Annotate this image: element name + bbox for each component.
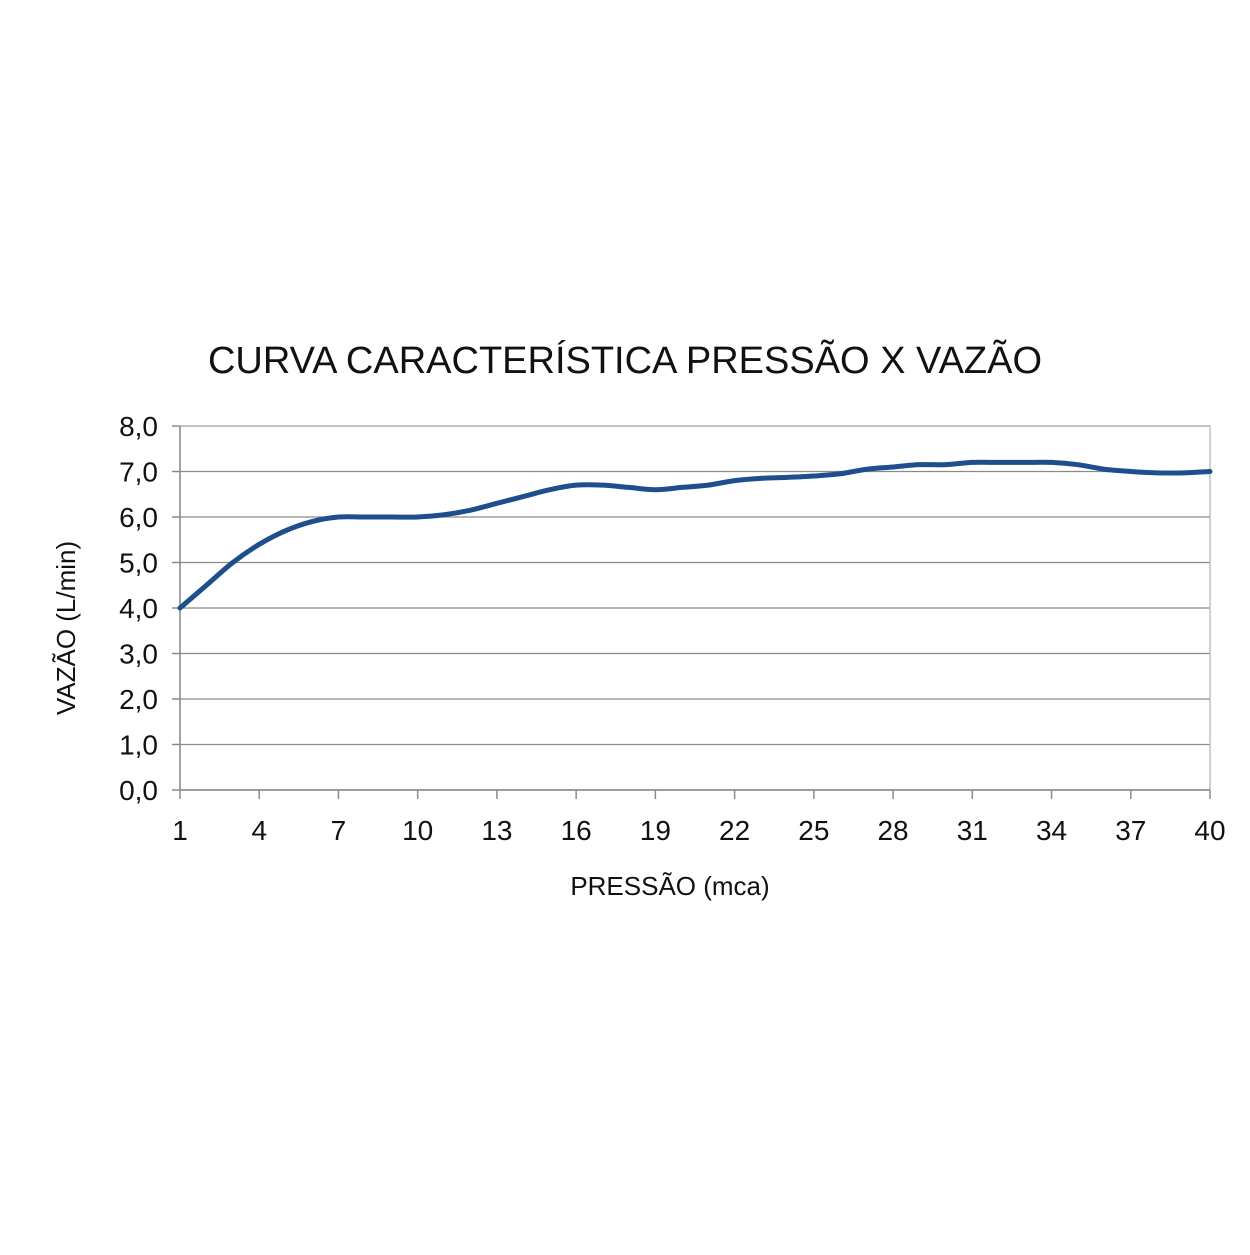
y-tick-label-8: 8,0 [119, 411, 158, 442]
x-axis-title: PRESSÃO (mca) [570, 871, 769, 901]
x-tick-label-1: 4 [251, 815, 267, 846]
y-tick-label-2: 2,0 [119, 684, 158, 715]
y-tick-label-1: 1,0 [119, 730, 158, 761]
y-tick-label-5: 5,0 [119, 548, 158, 579]
x-tick-label-4: 13 [481, 815, 512, 846]
x-axis-ticks: 1 4 7 10 13 16 19 22 25 28 31 34 37 40 [172, 790, 1226, 846]
y-tick-label-3: 3,0 [119, 639, 158, 670]
x-tick-label-5: 16 [561, 815, 592, 846]
x-tick-label-6: 19 [640, 815, 671, 846]
y-tick-label-7: 7,0 [119, 457, 158, 488]
x-tick-label-9: 28 [877, 815, 908, 846]
x-tick-label-3: 10 [402, 815, 433, 846]
y-tick-label-0: 0,0 [119, 775, 158, 806]
y-tick-label-6: 6,0 [119, 502, 158, 533]
x-tick-label-10: 31 [957, 815, 988, 846]
y-tick-label-4: 4,0 [119, 593, 158, 624]
y-axis-ticks: 0,0 1,0 2,0 3,0 4,0 5,0 6,0 7,0 8,0 [119, 411, 180, 806]
x-tick-label-11: 34 [1036, 815, 1067, 846]
x-tick-label-0: 1 [172, 815, 188, 846]
chart-title: CURVA CARACTERÍSTICA PRESSÃO X VAZÃO [208, 339, 1042, 382]
x-tick-label-8: 25 [798, 815, 829, 846]
x-tick-label-13: 40 [1194, 815, 1225, 846]
y-axis-title: VAZÃO (L/min) [51, 541, 81, 715]
x-tick-label-2: 7 [331, 815, 347, 846]
x-tick-label-12: 37 [1115, 815, 1146, 846]
series-line-vazao [177, 459, 1213, 611]
grid-lines [180, 425, 1210, 791]
x-tick-label-7: 22 [719, 815, 750, 846]
